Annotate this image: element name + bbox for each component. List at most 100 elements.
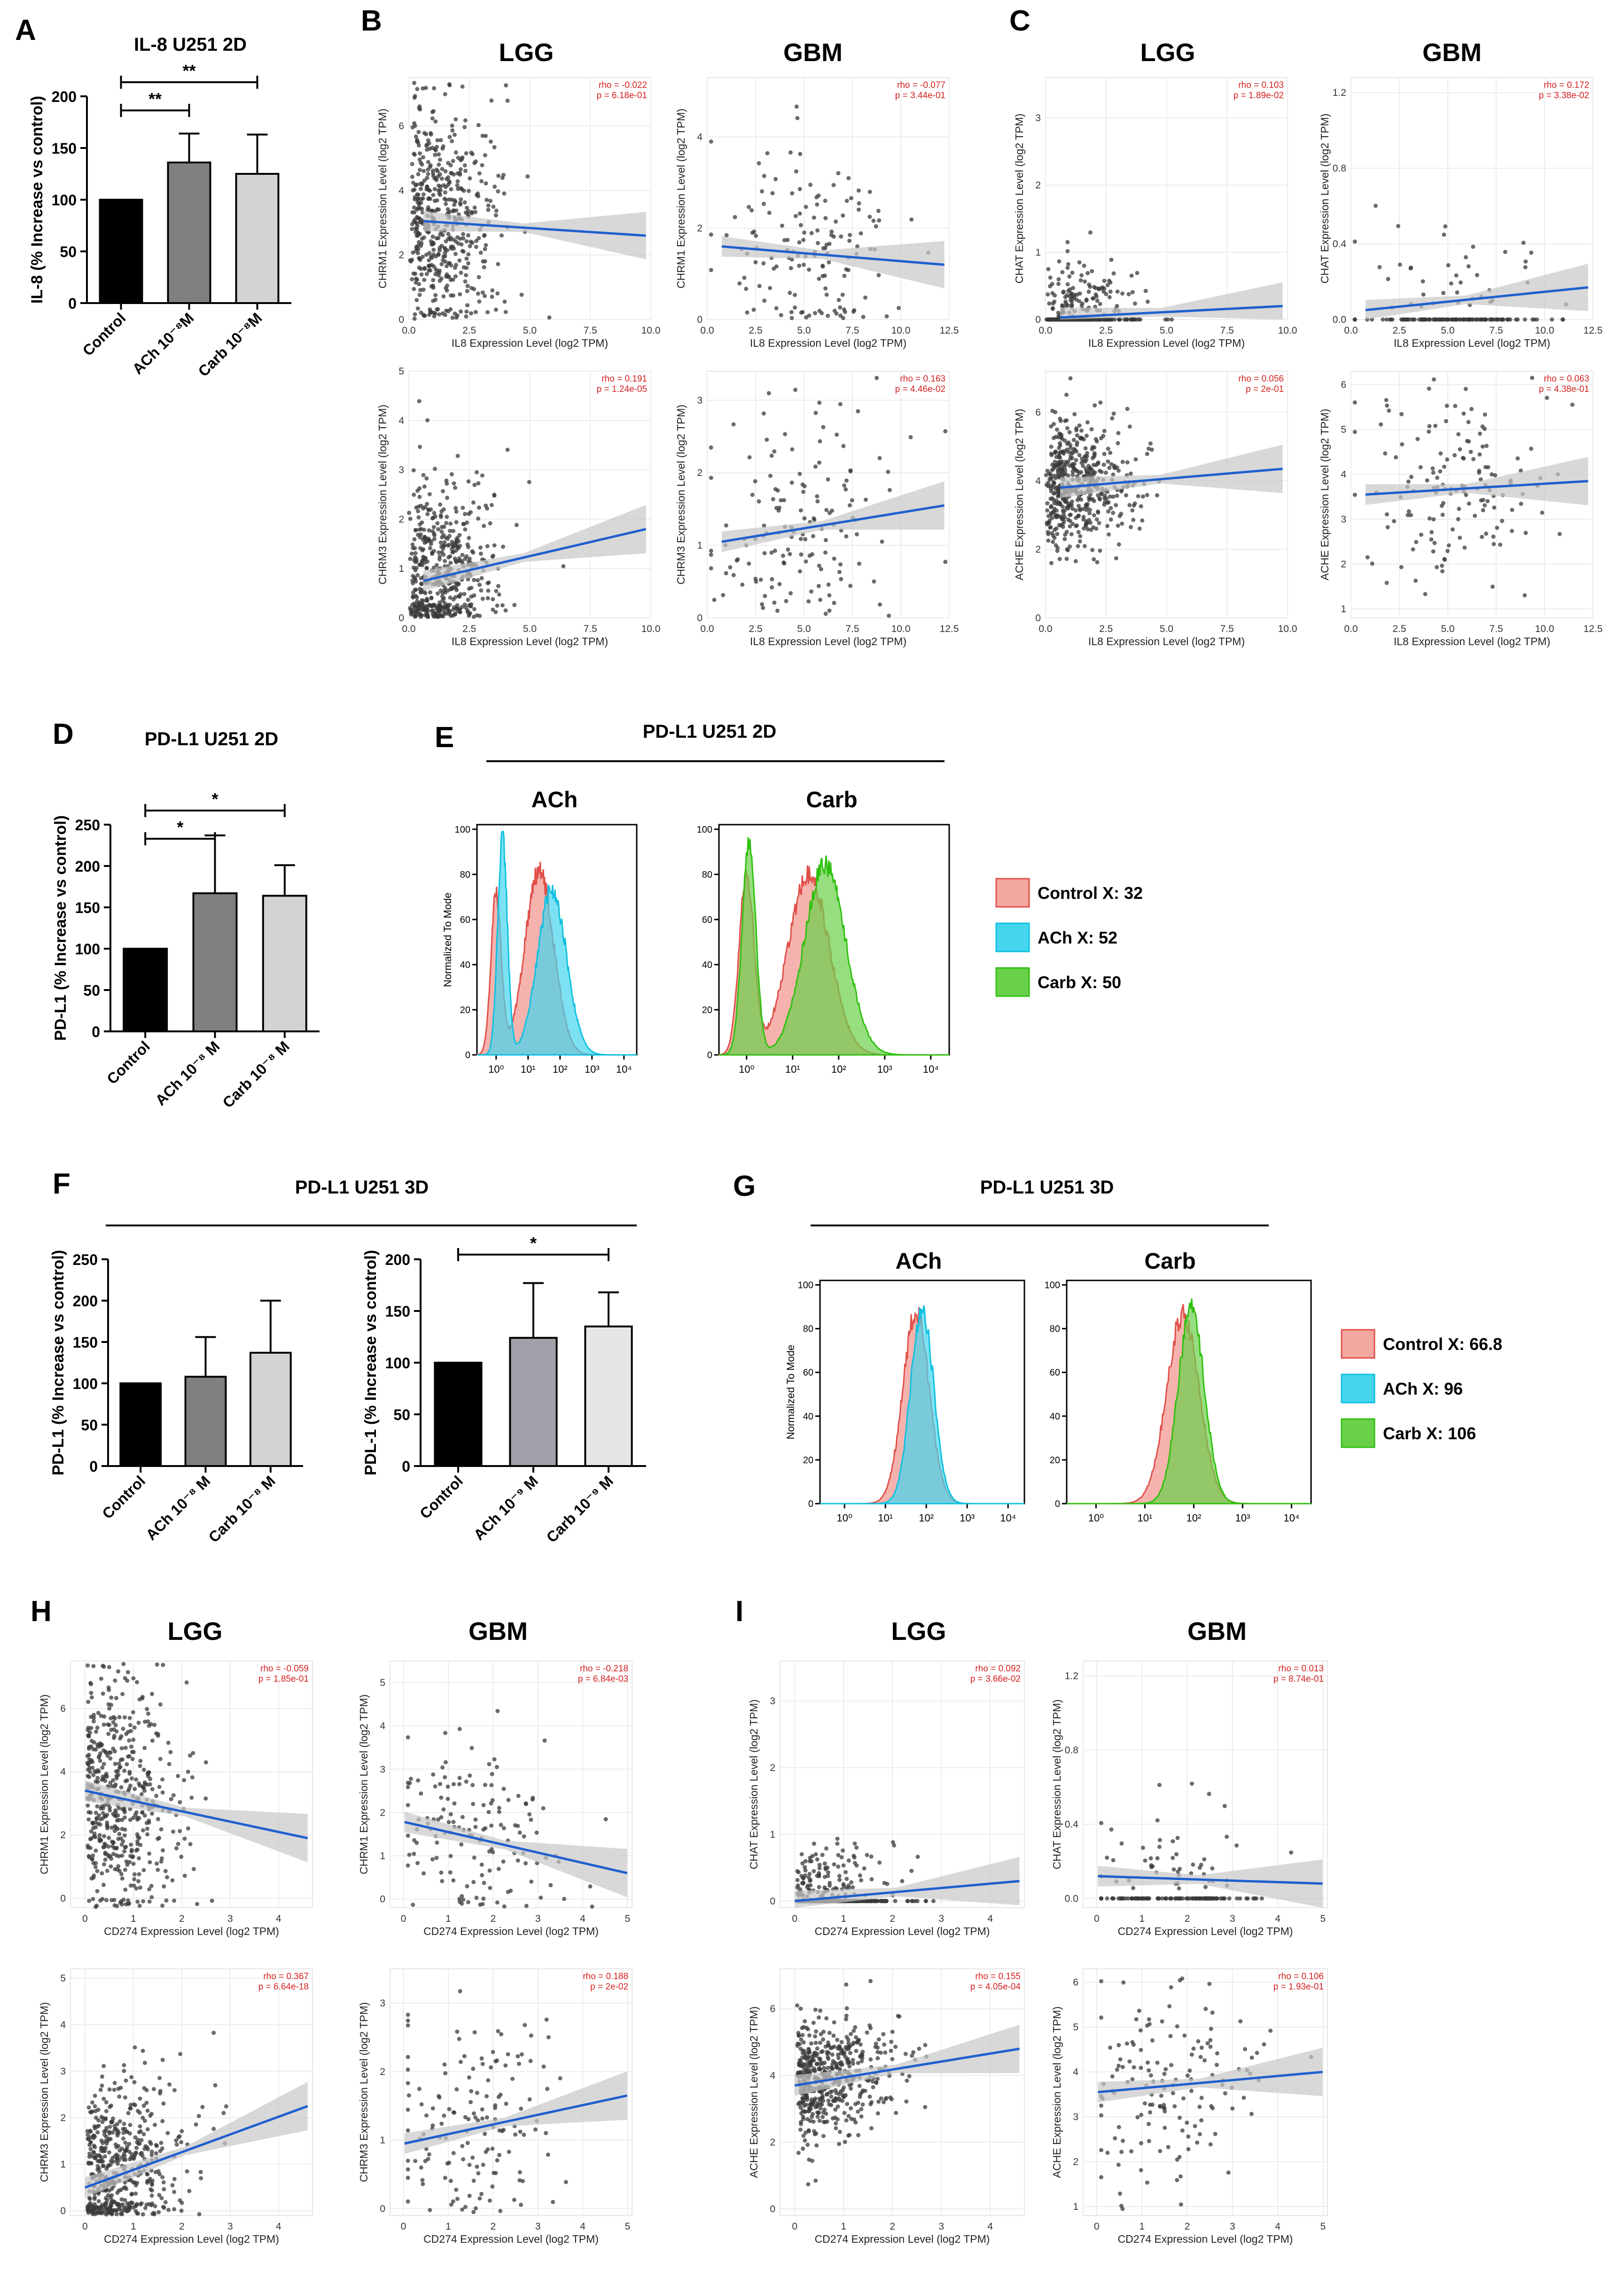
data-point (819, 567, 823, 571)
data-point (133, 1812, 138, 1817)
data-point (150, 1738, 155, 1743)
data-point (87, 2151, 92, 2156)
data-point (155, 2144, 159, 2148)
data-point (500, 603, 505, 608)
data-point (154, 1794, 159, 1798)
sig-label: ** (182, 61, 195, 80)
data-point (412, 210, 417, 215)
data-point (186, 1770, 190, 1774)
x-tick-label: 7.5 (584, 624, 597, 634)
data-point (418, 288, 423, 292)
data-point (462, 592, 467, 596)
data-point (464, 273, 468, 278)
data-point (1508, 317, 1513, 322)
data-point (753, 260, 758, 265)
data-point (117, 1715, 122, 1720)
data-point (892, 1843, 897, 1848)
data-point (91, 1664, 96, 1669)
data-point (1055, 531, 1060, 536)
data-point (426, 160, 430, 164)
x-tick-label: Carb 10⁻⁸ M (205, 1472, 279, 1545)
data-point (152, 1723, 157, 1727)
data-point (119, 1785, 124, 1790)
data-point (121, 1897, 126, 1902)
data-point (1110, 416, 1115, 421)
data-point (117, 2188, 121, 2193)
data-point (451, 159, 455, 164)
data-point (86, 2105, 91, 2110)
data-point (1099, 469, 1104, 474)
x-tick-label: 12.5 (1584, 325, 1603, 336)
data-point (129, 1744, 133, 1749)
data-point (1442, 464, 1446, 469)
data-point (459, 1842, 464, 1847)
data-point (436, 188, 441, 193)
panel-h-col1-label: LGG (168, 1617, 223, 1646)
data-point (439, 262, 444, 266)
data-point (1530, 375, 1535, 380)
data-point (474, 239, 479, 243)
data-point (463, 279, 468, 284)
data-point (1155, 493, 1159, 498)
data-point (468, 176, 472, 181)
x-tick-label: 7.5 (1220, 624, 1234, 634)
data-point (541, 2064, 546, 2069)
data-point (95, 2164, 100, 2169)
data-point (138, 2129, 143, 2134)
data-point (1429, 537, 1434, 542)
data-point (410, 277, 414, 281)
data-point (122, 1806, 126, 1811)
x-tick-label: 5.0 (1441, 325, 1454, 336)
data-point (779, 498, 783, 503)
data-point (1379, 422, 1383, 427)
data-point (417, 2087, 422, 2091)
data-point (1092, 499, 1096, 503)
data-point (1491, 534, 1496, 539)
data-point (1523, 259, 1528, 264)
data-point (462, 2054, 467, 2059)
y-axis-label: IL-8 (% Increase vs control) (28, 96, 46, 304)
data-point (155, 1662, 159, 1667)
data-point (1384, 317, 1389, 322)
data-point (1385, 403, 1390, 408)
data-point (1089, 427, 1094, 432)
data-point (134, 1680, 139, 1685)
panel-g-sub2: Carb (1144, 1249, 1195, 1274)
data-point (145, 2127, 150, 2132)
data-point (418, 168, 422, 172)
data-point (115, 1818, 119, 1823)
data-point (414, 227, 419, 232)
data-point (478, 250, 483, 255)
data-point (1116, 431, 1121, 436)
sig-label: * (530, 1233, 537, 1253)
data-point (111, 1747, 116, 1751)
data-point (1125, 460, 1130, 465)
x-tick-label: 4 (987, 1913, 993, 1924)
data-point (915, 1855, 920, 1859)
data-point (443, 605, 448, 609)
data-point (473, 2206, 478, 2211)
data-point (122, 2122, 126, 2126)
data-point (88, 2147, 93, 2152)
data-point (91, 1747, 96, 1752)
data-point (93, 1864, 98, 1869)
data-point (1421, 279, 1425, 284)
x-tick-label: 10.0 (641, 325, 661, 336)
data-point (130, 1757, 135, 1762)
data-point (419, 2102, 424, 2106)
data-point (529, 1879, 534, 1884)
data-point (1075, 433, 1079, 438)
data-point (165, 2131, 170, 2136)
data-point (1444, 419, 1448, 423)
data-point (156, 1732, 160, 1736)
data-point (179, 2140, 184, 2145)
data-point (505, 98, 510, 103)
data-point (1046, 267, 1051, 272)
data-point (561, 564, 566, 569)
data-point (1418, 465, 1423, 469)
y-tick-label: 4 (60, 1767, 66, 1778)
data-point (433, 467, 437, 471)
data-point (480, 290, 485, 295)
data-point (709, 268, 713, 273)
regression-line (85, 1789, 308, 1840)
